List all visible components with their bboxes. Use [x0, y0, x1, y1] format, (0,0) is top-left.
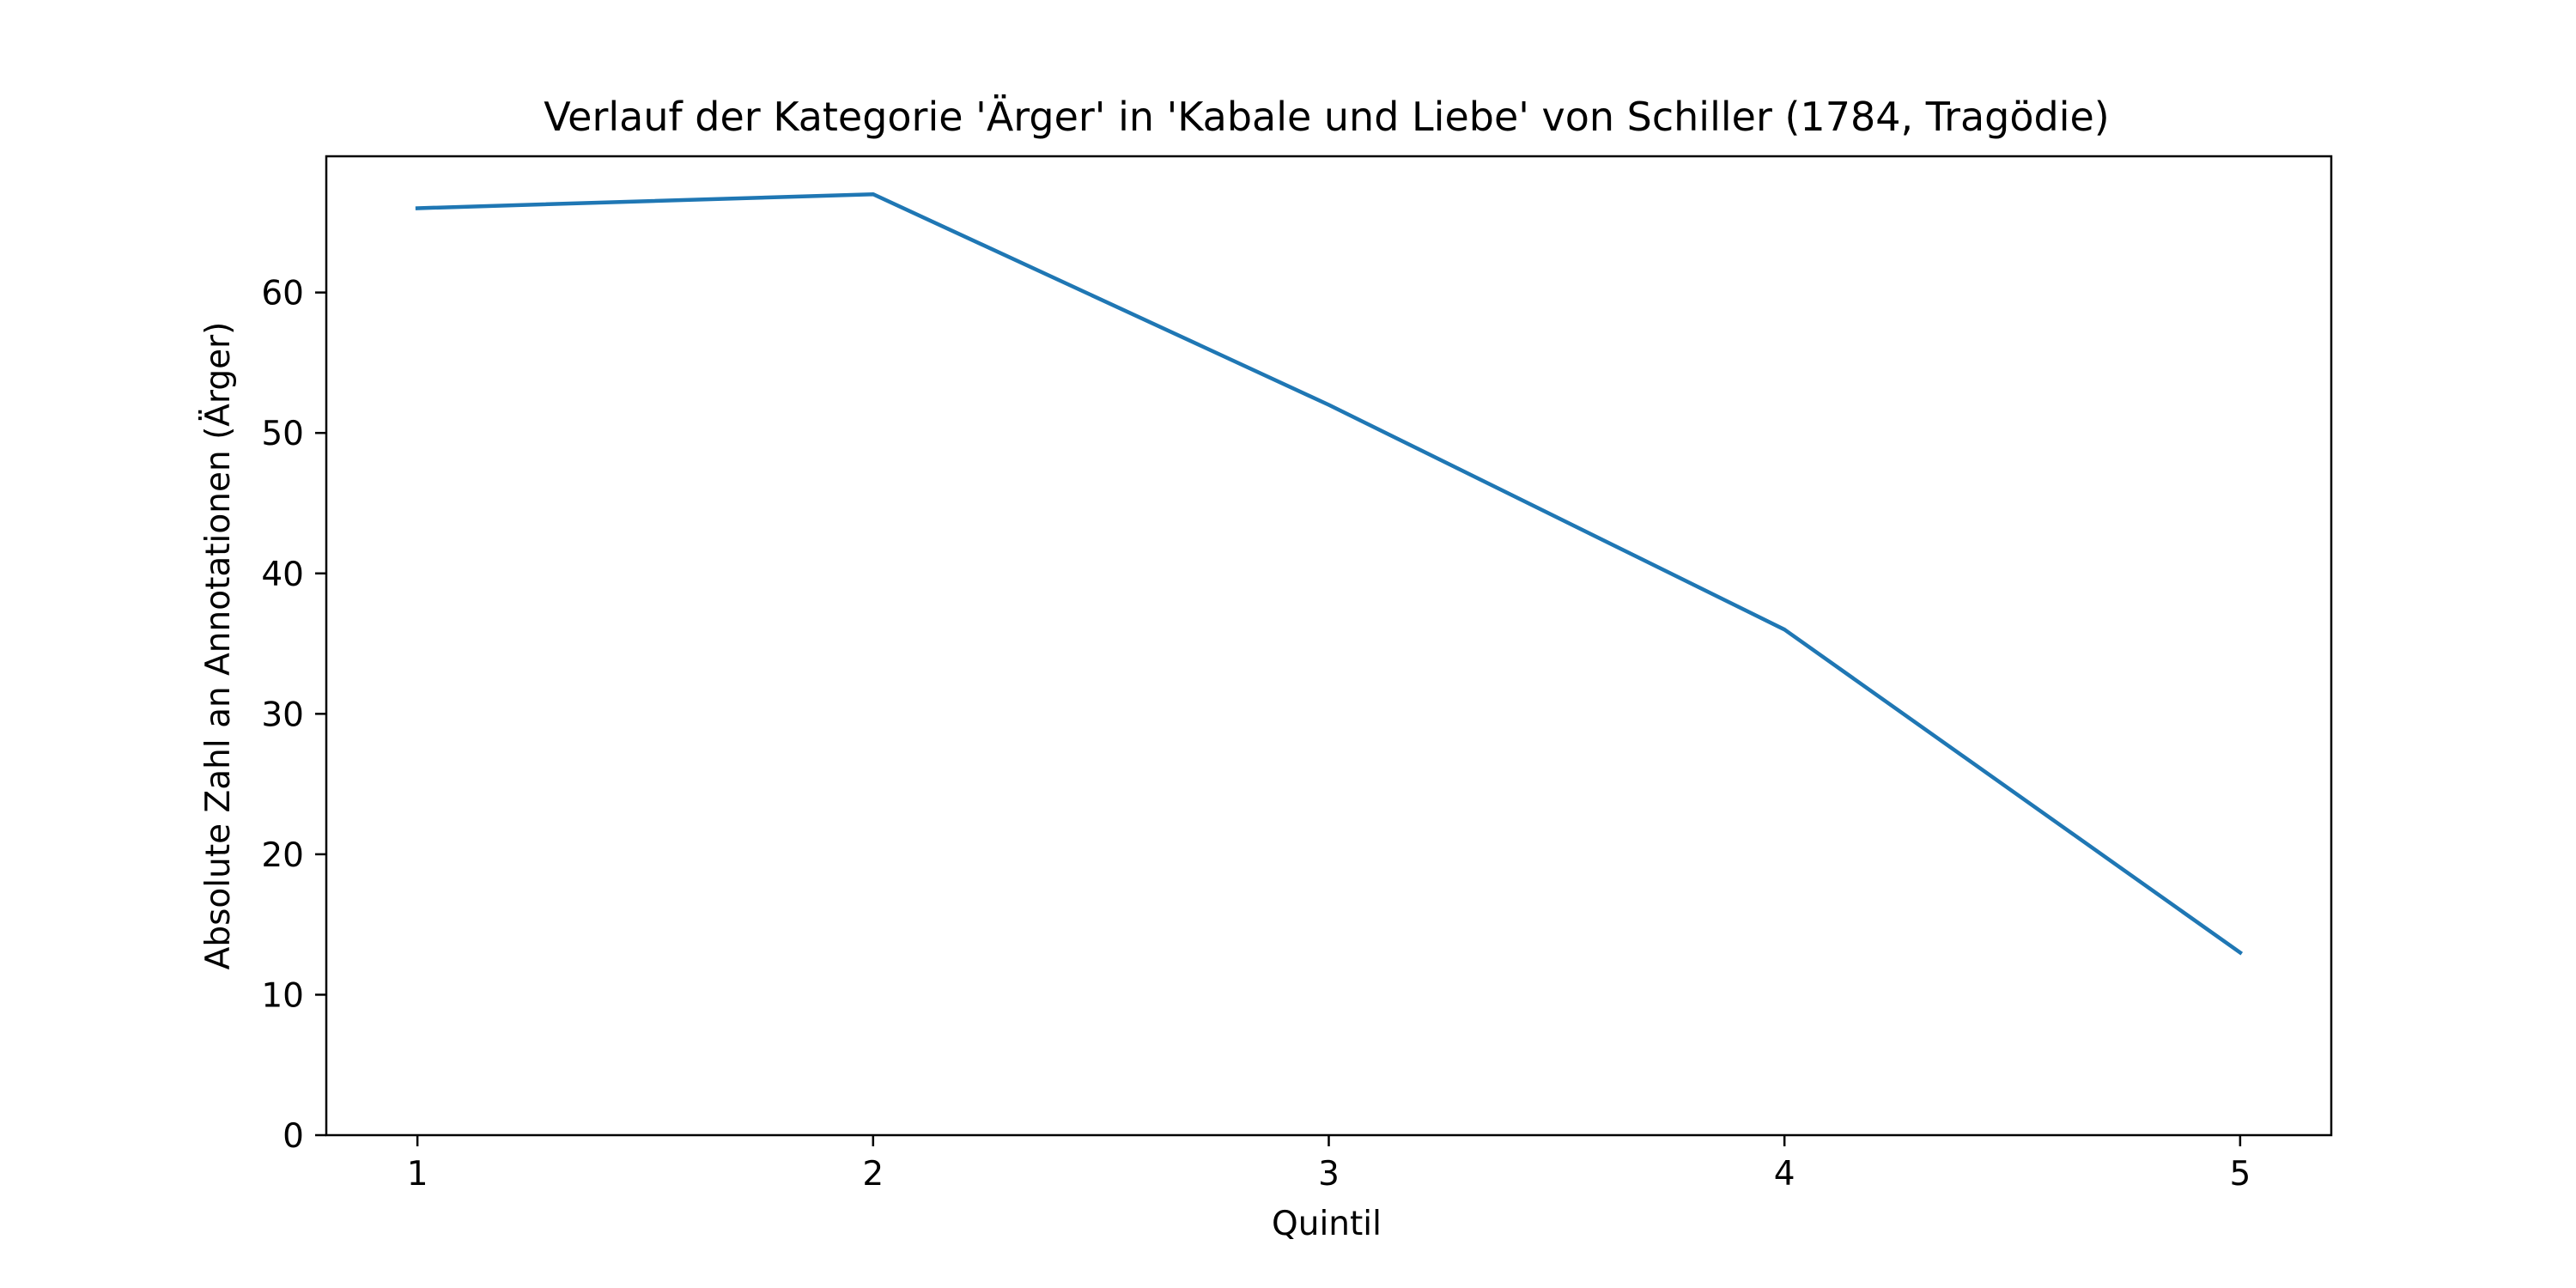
series-line: [415, 191, 2244, 956]
y-tick-label: 40: [261, 556, 304, 594]
x-tick-label: 5: [2229, 1155, 2251, 1194]
y-axis-label: Absolute Zahl an Annotationen (Ärger): [198, 322, 238, 970]
x-tick-label: 3: [1318, 1155, 1340, 1194]
x-tick-label: 2: [862, 1155, 884, 1194]
x-axis: 1 2 3 4 5: [407, 1135, 2251, 1194]
series-group: [415, 191, 2244, 956]
y-tick-label: 10: [261, 976, 304, 1015]
y-tick-label: 30: [261, 696, 304, 734]
y-tick-label: 50: [261, 415, 304, 453]
x-axis-label: Quintil: [1272, 1205, 1382, 1243]
plot-area: 1 2 3 4 5 0 10 20 30 40 50 60: [261, 155, 2333, 1194]
y-axis: 0 10 20 30 40 50 60: [261, 275, 326, 1156]
y-tick-label: 20: [261, 836, 304, 875]
y-tick-label: 60: [261, 275, 304, 313]
chart-title: Verlauf der Kategorie 'Ärger' in 'Kabale…: [544, 94, 2110, 140]
y-tick-label: 0: [283, 1117, 304, 1156]
x-tick-label: 1: [407, 1155, 428, 1194]
x-tick-label: 4: [1774, 1155, 1795, 1194]
